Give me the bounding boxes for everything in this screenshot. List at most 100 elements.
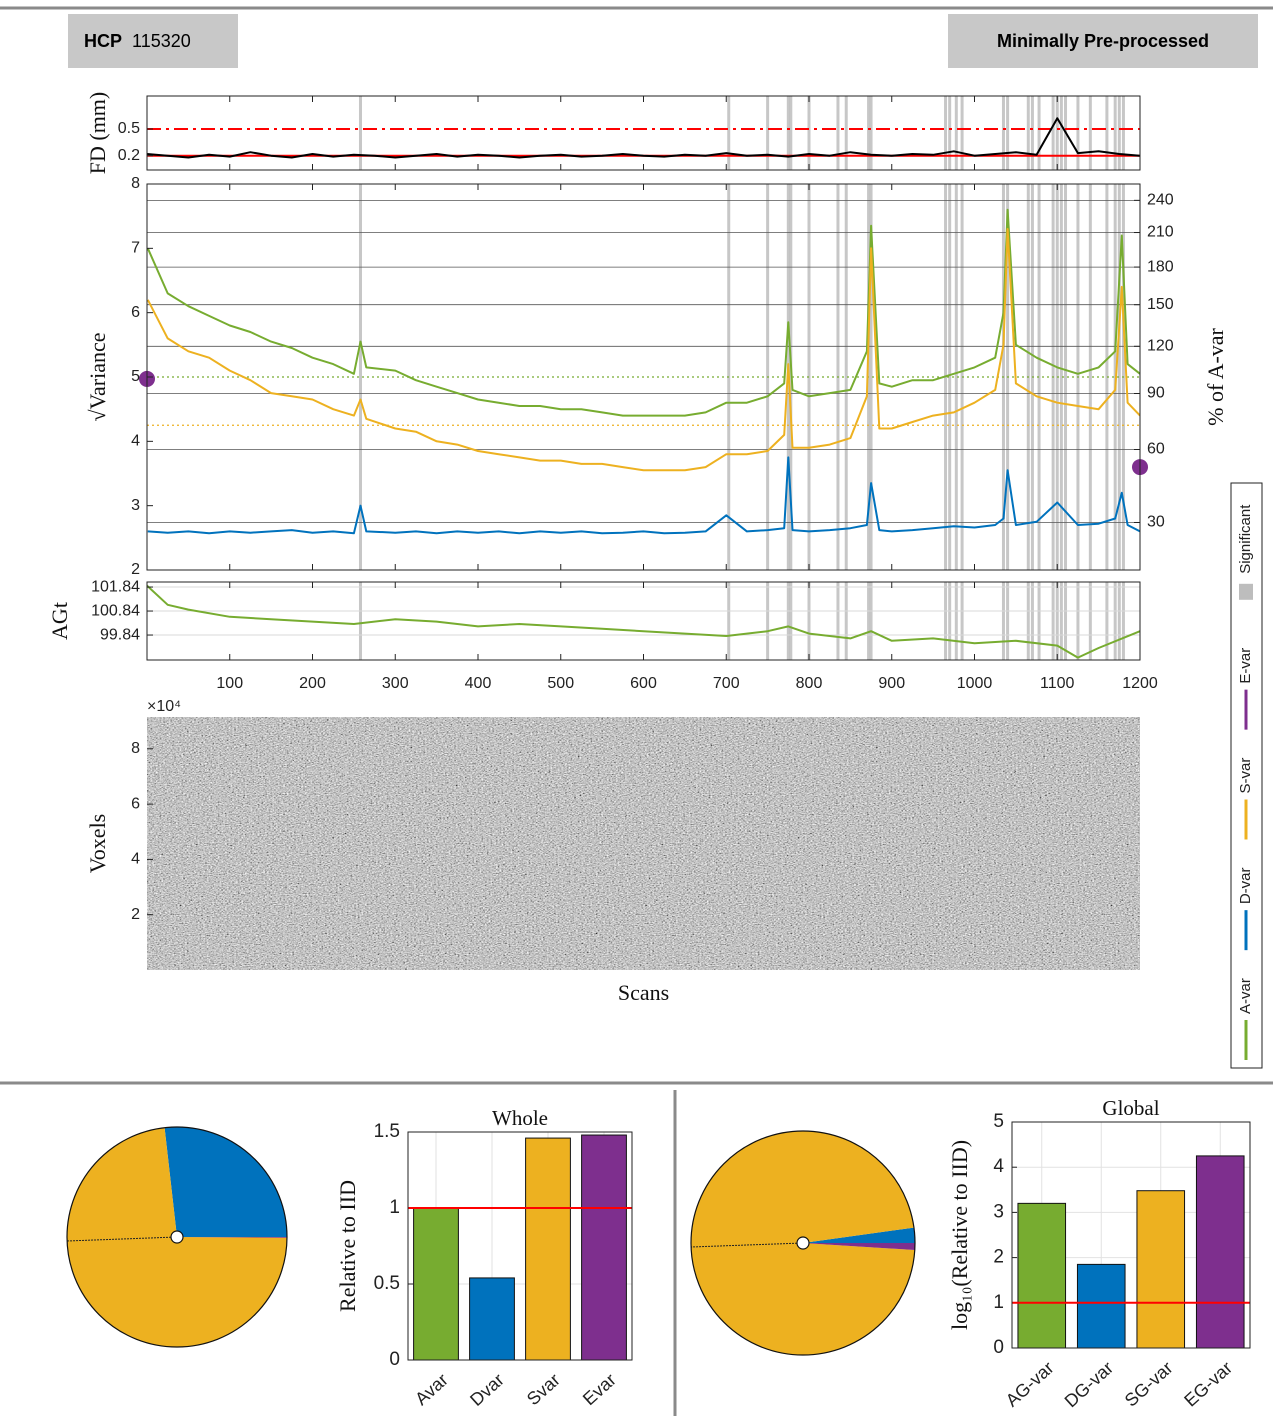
x-axis-label: Scans	[618, 980, 669, 1005]
significant-band	[1088, 184, 1092, 570]
y-tick-label: 1	[389, 1197, 400, 1218]
series-line	[147, 117, 1140, 159]
significant-band	[1117, 96, 1121, 170]
significant-band	[1037, 582, 1041, 660]
chart-title: Global	[1102, 1096, 1159, 1120]
y-tick-label: 5	[993, 1111, 1004, 1132]
y2-tick-label: 180	[1147, 258, 1174, 275]
x-tick-label: 700	[713, 675, 740, 692]
significant-band	[869, 96, 873, 170]
significant-band	[836, 582, 840, 660]
y-multiplier: ×10⁴	[147, 698, 181, 715]
y-axis-label: Voxels	[85, 814, 110, 874]
bar	[581, 1134, 627, 1361]
legend-label: S-var	[1237, 758, 1254, 794]
significant-band	[1037, 184, 1041, 570]
y-tick-label: 99.84	[100, 626, 140, 643]
significant-band	[1001, 96, 1005, 170]
y-tick-label: 8	[131, 740, 140, 757]
significant-band	[1026, 582, 1030, 660]
y-tick-label: 2	[993, 1247, 1004, 1268]
significant-band	[1117, 184, 1121, 570]
y2-tick-label: 150	[1147, 296, 1174, 313]
series-line	[147, 584, 1140, 659]
significant-band	[1055, 582, 1059, 660]
significant-band	[948, 96, 952, 170]
y-tick-label: 7	[131, 240, 140, 257]
significant-band	[789, 96, 793, 170]
significant-band	[789, 582, 793, 660]
significant-band	[727, 582, 731, 660]
y-axis-label: log₁₀(Relative to IID)	[947, 1140, 972, 1330]
x-tick-label: 200	[299, 675, 326, 692]
significant-band	[1006, 582, 1010, 660]
legend-box	[1230, 482, 1263, 1069]
y-tick-label: 0.2	[118, 147, 140, 164]
significant-band	[960, 582, 964, 660]
significant-band	[1113, 96, 1117, 170]
series-line	[147, 228, 1140, 472]
significant-band	[869, 582, 873, 660]
subject-box: HCP 115320	[68, 14, 238, 68]
significant-band	[807, 582, 811, 660]
bar	[1195, 1155, 1245, 1349]
x-tick-label: EG-var	[1180, 1358, 1236, 1411]
significant-band	[867, 582, 871, 660]
x-tick-label: Dvar	[466, 1370, 508, 1410]
pipeline-label: Minimally Pre-processed	[996, 31, 1210, 51]
significant-band	[1088, 582, 1092, 660]
plot-layer	[147, 582, 1140, 660]
subject-id: 115320	[132, 31, 191, 51]
y-tick-label: 6	[131, 304, 140, 321]
pie-slice	[803, 1243, 915, 1251]
y2-tick-label: 120	[1147, 338, 1174, 355]
plot-frame	[1011, 1121, 1251, 1349]
bar	[1136, 1190, 1186, 1349]
significant-band	[1121, 582, 1125, 660]
significant-band	[844, 96, 848, 170]
legend-label: D-var	[1237, 867, 1254, 904]
bar	[469, 1277, 515, 1361]
plot-frame	[407, 1131, 633, 1361]
y-tick-label: 1.5	[374, 1121, 400, 1142]
y-tick-label: 1	[993, 1292, 1004, 1313]
y-tick-label: 3	[131, 497, 140, 514]
x-tick-label: Evar	[579, 1370, 620, 1410]
significant-band	[807, 96, 811, 170]
significant-band	[1105, 582, 1109, 660]
x-tick-label: 1000	[957, 675, 993, 692]
significant-band	[1117, 582, 1121, 660]
pie-slice	[177, 1237, 287, 1238]
x-tick-label: AG-var	[1002, 1358, 1058, 1411]
y-tick-label: 100.84	[91, 602, 140, 619]
significant-band	[954, 582, 958, 660]
significant-band	[1055, 96, 1059, 170]
x-tick-label: 1100	[1040, 675, 1075, 692]
y-axis-label: √Variance	[85, 332, 110, 421]
significant-band	[960, 96, 964, 170]
y-tick-label: 4	[131, 433, 140, 450]
y2-tick-label: 30	[1147, 514, 1165, 531]
significant-band	[1088, 96, 1092, 170]
y-tick-label: 8	[131, 175, 140, 192]
bar	[525, 1137, 571, 1361]
plot-frame	[146, 95, 1141, 171]
y-tick-label: 6	[131, 795, 140, 812]
significant-band	[1064, 582, 1068, 660]
x-tick-label: 500	[547, 675, 574, 692]
significant-band	[1059, 96, 1063, 170]
y2-tick-label: 90	[1147, 385, 1165, 402]
x-tick-label: 900	[878, 675, 905, 692]
pie-outline	[66, 1126, 288, 1348]
legend: A-var D-var S-var E-var Significant	[1237, 504, 1254, 1060]
legend-label: Significant	[1237, 504, 1254, 574]
pipeline-box: Minimally Pre-processed	[948, 14, 1258, 68]
x-tick-label: 600	[630, 675, 657, 692]
significant-band	[1030, 96, 1034, 170]
significant-band	[1105, 184, 1109, 570]
significant-band	[944, 96, 948, 170]
significant-band	[786, 96, 790, 170]
significant-band	[954, 184, 958, 570]
significant-band	[1076, 582, 1080, 660]
x-tick-label: SG-var	[1121, 1358, 1177, 1411]
